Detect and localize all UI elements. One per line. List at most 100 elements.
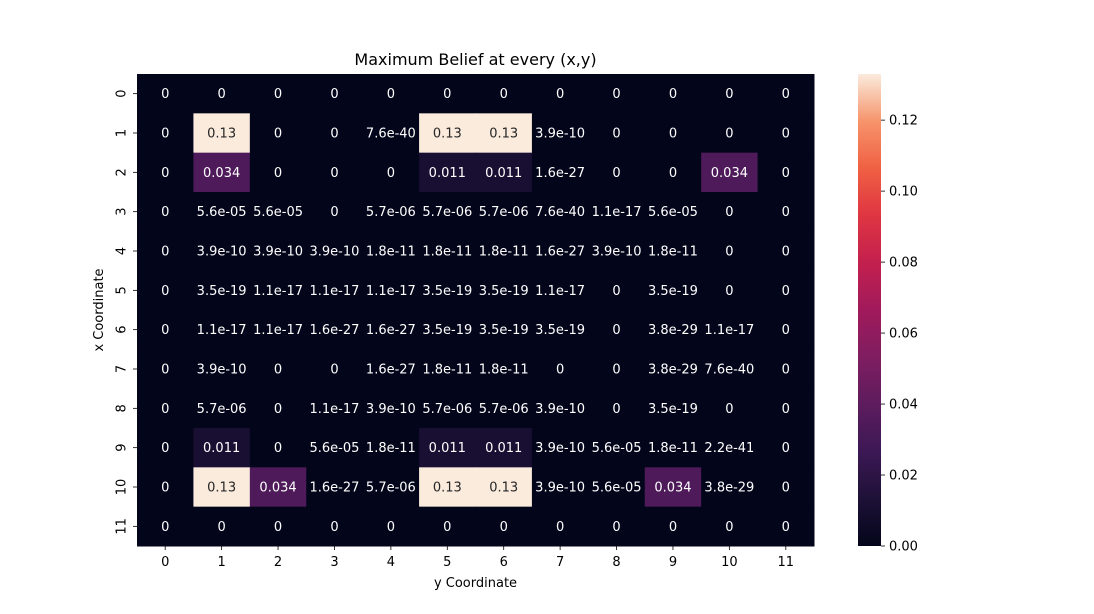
colorbar-ticks: 0.00 0.02 0.04 0.06 0.08 0.10 0.12 — [881, 114, 918, 555]
cell-value-label: 0 — [782, 363, 790, 378]
cell-value-label: 1.8e-11 — [648, 441, 698, 456]
heatmap-cell — [588, 113, 646, 154]
heatmap-cell — [757, 231, 815, 272]
cell-value-label: 0 — [161, 166, 169, 181]
cell-value-label: 0 — [556, 363, 564, 378]
cell-value-label: 1.8e-11 — [366, 245, 416, 260]
cell-value-label: 3.9e-10 — [535, 127, 585, 142]
heatmap-cell — [588, 506, 646, 547]
heatmap-cell — [644, 428, 702, 468]
heatmap-cell — [701, 428, 759, 468]
heatmap-cell — [475, 74, 533, 114]
cell-value-label: 0.13 — [433, 127, 462, 142]
heatmap-cell — [531, 467, 589, 508]
cell-value-label: 0 — [612, 87, 620, 102]
heatmap-cell — [588, 428, 646, 468]
cell-value-label: 0 — [161, 127, 169, 142]
heatmap-cell — [249, 113, 307, 154]
heatmap-cell — [757, 310, 815, 350]
cell-value-label: 5.7e-06 — [366, 481, 416, 496]
heatmap-cell — [475, 506, 533, 547]
cell-value-label: 3.8e-29 — [704, 481, 754, 496]
heatmap-cell — [588, 270, 646, 311]
heatmap-cell — [362, 192, 420, 232]
heatmap-cell — [306, 388, 364, 429]
cell-value-label: 3.5e-19 — [197, 284, 247, 299]
heatmap-cell — [137, 74, 194, 114]
y-tick-label: 10 — [115, 479, 130, 496]
cell-value-label: 0 — [612, 284, 620, 299]
cell-value-label: 3.9e-10 — [253, 245, 303, 260]
cell-value-label: 5.7e-06 — [479, 205, 529, 220]
x-axis-ticks: 0 1 2 3 4 5 6 7 8 9 10 11 — [161, 546, 794, 570]
y-tick-label: 9 — [115, 444, 130, 452]
cell-value-label: 1.1e-17 — [704, 323, 754, 338]
y-tick-label: 0 — [115, 90, 130, 98]
colorbar — [858, 74, 881, 546]
heatmap-cell — [531, 310, 589, 350]
heatmap-cell — [531, 192, 589, 232]
heatmap-cell — [757, 506, 815, 547]
heatmap-cell — [249, 270, 307, 311]
heatmap-cell — [137, 349, 194, 390]
y-tick-label: 11 — [115, 518, 130, 535]
cell-value-label: 3.9e-10 — [592, 245, 642, 260]
cell-value-label: 0 — [782, 323, 790, 338]
cell-value-label: 3.8e-29 — [648, 323, 698, 338]
cell-value-label: 0 — [443, 87, 451, 102]
cell-value-label: 0 — [669, 87, 677, 102]
heatmap-cell — [362, 506, 420, 547]
heatmap-cell — [137, 388, 194, 429]
heatmap-cell — [137, 428, 194, 468]
cell-value-label: 5.6e-05 — [592, 441, 642, 456]
heatmap-cell — [362, 428, 420, 468]
heatmap-cell — [419, 349, 476, 390]
heatmap-cell — [475, 192, 533, 232]
cell-value-label: 3.8e-29 — [648, 363, 698, 378]
cell-value-label: 5.7e-06 — [422, 402, 472, 417]
x-tick-label: 4 — [387, 555, 395, 570]
y-tick-label: 6 — [115, 326, 130, 334]
heatmap-cell — [249, 467, 307, 508]
heatmap-cell — [362, 113, 420, 154]
cell-labels: 0 0 0 0 0 0 0 0 0 0 0 0 0 0.13 0 0 7.6e-40 0.13 0.13 3.9e-1… — [161, 87, 790, 535]
x-tick-label: 0 — [161, 555, 169, 570]
cell-value-label: 0 — [612, 127, 620, 142]
heatmap-cell — [419, 310, 476, 350]
heatmap-cell — [193, 113, 251, 154]
cell-value-label: 1.6e-27 — [535, 166, 585, 181]
cell-value-label: 1.1e-17 — [310, 402, 360, 417]
heatmap-cell — [193, 231, 251, 272]
heatmap-cell — [757, 467, 815, 508]
cell-value-label: 0.13 — [489, 127, 518, 142]
cell-value-label: 0 — [161, 481, 169, 496]
heatmap-cell — [475, 467, 533, 508]
heatmap-cell — [306, 270, 364, 311]
cell-value-label: 3.5e-19 — [479, 284, 529, 299]
cell-value-label: 1.8e-11 — [422, 245, 472, 260]
heatmap-cell — [306, 506, 364, 547]
cell-value-label: 0 — [612, 402, 620, 417]
heatmap-cell — [249, 74, 307, 114]
cell-value-label: 0 — [669, 127, 677, 142]
heatmap-cell — [306, 467, 364, 508]
cell-value-label: 5.7e-06 — [197, 402, 247, 417]
cell-value-label: 0 — [669, 520, 677, 535]
cell-value-label: 0 — [500, 87, 508, 102]
cell-value-label: 1.6e-27 — [366, 363, 416, 378]
cell-value-label: 0 — [782, 205, 790, 220]
heatmap-cell — [644, 192, 702, 232]
heatmap-cell — [137, 506, 194, 547]
heatmap-cell — [701, 231, 759, 272]
cell-value-label: 0 — [161, 520, 169, 535]
heatmap-cell — [531, 428, 589, 468]
heatmap-cell — [419, 192, 476, 232]
heatmap-cells — [137, 74, 815, 547]
heatmap-cell — [531, 231, 589, 272]
cell-value-label: 0 — [612, 363, 620, 378]
cell-value-label: 1.6e-27 — [535, 245, 585, 260]
cell-value-label: 3.9e-10 — [366, 402, 416, 417]
colorbar-tick-label: 0.10 — [889, 185, 918, 200]
heatmap-cell — [419, 388, 476, 429]
heatmap-cell — [306, 192, 364, 232]
